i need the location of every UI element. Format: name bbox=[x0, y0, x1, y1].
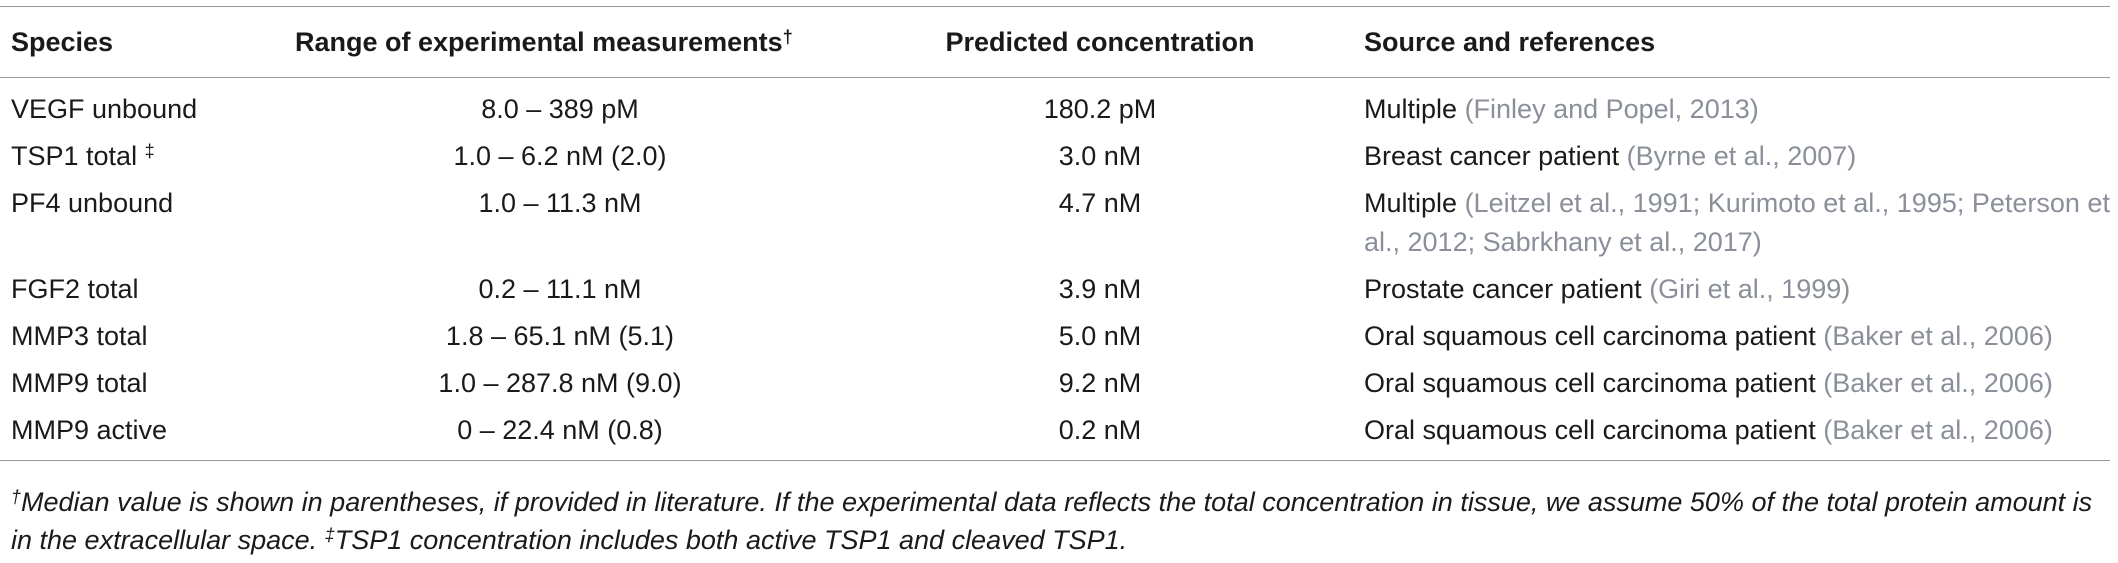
source-cell: Multiple (Finley and Popel, 2013) bbox=[1360, 78, 2110, 134]
source: Breast cancer patient bbox=[1364, 141, 1620, 171]
range: 1.0 – 6.2 nM (2.0) bbox=[453, 141, 667, 171]
footnote-text: Median value is shown in parentheses, if… bbox=[11, 487, 2093, 555]
source: Oral squamous cell carcinoma patient bbox=[1364, 415, 1816, 445]
table-body: VEGF unbound 8.0 – 389 pM 180.2 pM Multiple… bbox=[0, 78, 2110, 461]
predicted-cell: 180.2 pM bbox=[840, 78, 1360, 134]
source-cell: Oral squamous cell carcinoma patient (Ba… bbox=[1360, 360, 2110, 407]
source: Multiple bbox=[1364, 94, 1458, 124]
column-header-text: Predicted concentration bbox=[945, 26, 1255, 57]
table-row: VEGF unbound 8.0 – 389 pM 180.2 pM Multiple… bbox=[0, 78, 2110, 134]
range: 1.0 – 11.3 nM bbox=[478, 188, 642, 218]
table: Species Range of experimental measurement… bbox=[0, 6, 2110, 461]
species: FGF2 total bbox=[11, 274, 139, 304]
predicted-cell: 4.7 nM bbox=[840, 180, 1360, 266]
species-cell: VEGF unbound bbox=[0, 78, 280, 134]
references: (Giri et al., 1999) bbox=[1649, 274, 1851, 304]
species: VEGF unbound bbox=[11, 94, 198, 124]
table-row: TSP1 total ‡ 1.0 – 6.2 nM (2.0) 3.0 nM Brea… bbox=[0, 133, 2110, 180]
table-row: PF4 unbound 1.0 – 11.3 nM 4.7 nM Multiple (… bbox=[0, 180, 2110, 266]
predicted: 180.2 pM bbox=[1043, 94, 1157, 124]
references: (Baker et al., 2006) bbox=[1823, 321, 2053, 351]
footnote-mark: ‡ bbox=[324, 525, 335, 545]
column-header-text: Species bbox=[11, 26, 114, 57]
source: Multiple bbox=[1364, 188, 1458, 218]
source-cell: Breast cancer patient (Byrne et al., 200… bbox=[1360, 133, 2110, 180]
predicted: 3.9 nM bbox=[1058, 274, 1142, 304]
references: (Baker et al., 2006) bbox=[1823, 368, 2053, 398]
column-header: Source and references bbox=[1360, 6, 2110, 78]
references: (Leitzel et al., 1991; Kurimoto et al., … bbox=[1364, 188, 2110, 257]
predicted-cell: 5.0 nM bbox=[840, 313, 1360, 360]
predicted: 9.2 nM bbox=[1058, 368, 1142, 398]
range-cell: 0 – 22.4 nM (0.8) bbox=[280, 407, 840, 461]
range-cell: 1.0 – 11.3 nM bbox=[280, 180, 840, 266]
table-row: MMP9 total 1.0 – 287.8 nM (9.0) 9.2 nM Oral… bbox=[0, 360, 2110, 407]
species: MMP3 total bbox=[11, 321, 148, 351]
source-cell: Oral squamous cell carcinoma patient (Ba… bbox=[1360, 407, 2110, 461]
predicted: 4.7 nM bbox=[1058, 188, 1142, 218]
source-cell: Multiple (Leitzel et al., 1991; Kurimoto… bbox=[1360, 180, 2110, 266]
table-row: MMP3 total 1.8 – 65.1 nM (5.1) 5.0 nM Oral … bbox=[0, 313, 2110, 360]
range-cell: 1.8 – 65.1 nM (5.1) bbox=[280, 313, 840, 360]
range-cell: 1.0 – 6.2 nM (2.0) bbox=[280, 133, 840, 180]
source-cell: Prostate cancer patient (Giri et al., 19… bbox=[1360, 266, 2110, 313]
range: 8.0 – 389 pM bbox=[481, 94, 639, 124]
species-cell: PF4 unbound bbox=[0, 180, 280, 266]
range-cell: 0.2 – 11.1 nM bbox=[280, 266, 840, 313]
predicted-cell: 0.2 nM bbox=[840, 407, 1360, 461]
column-header: Species bbox=[0, 6, 280, 78]
range-cell: 1.0 – 287.8 nM (9.0) bbox=[280, 360, 840, 407]
table-row: FGF2 total 0.2 – 11.1 nM 3.9 nM Prostate ca… bbox=[0, 266, 2110, 313]
column-header: Predicted concentration bbox=[840, 6, 1360, 78]
column-header-text: Range of experimental measurements bbox=[295, 26, 783, 57]
species-cell: MMP3 total bbox=[0, 313, 280, 360]
species: PF4 unbound bbox=[11, 188, 174, 218]
source: Prostate cancer patient bbox=[1364, 274, 1642, 304]
footnote-text: TSP1 concentration includes both active … bbox=[334, 525, 1128, 555]
source-cell: Oral squamous cell carcinoma patient (Ba… bbox=[1360, 313, 2110, 360]
references: (Finley and Popel, 2013) bbox=[1464, 94, 1759, 124]
predicted-cell: 3.0 nM bbox=[840, 133, 1360, 180]
species-cell: MMP9 active bbox=[0, 407, 280, 461]
footnote-mark: ‡ bbox=[144, 141, 155, 161]
species: MMP9 active bbox=[11, 415, 168, 445]
footnote-mark: † bbox=[782, 26, 793, 47]
range: 0.2 – 11.1 nM bbox=[478, 274, 642, 304]
species-cell: FGF2 total bbox=[0, 266, 280, 313]
species: MMP9 total bbox=[11, 368, 148, 398]
column-header: Range of experimental measurements† bbox=[280, 6, 840, 78]
species: TSP1 total bbox=[11, 141, 138, 171]
source: Oral squamous cell carcinoma patient bbox=[1364, 321, 1816, 351]
footnote-mark: † bbox=[11, 487, 22, 507]
range-cell: 8.0 – 389 pM bbox=[280, 78, 840, 134]
predicted-cell: 9.2 nM bbox=[840, 360, 1360, 407]
predicted: 0.2 nM bbox=[1058, 415, 1142, 445]
table-row: MMP9 active 0 – 22.4 nM (0.8) 0.2 nM Oral s… bbox=[0, 407, 2110, 461]
predicted-cell: 3.9 nM bbox=[840, 266, 1360, 313]
footnote: †Median value is shown in parentheses, i… bbox=[11, 483, 2106, 559]
species-cell: TSP1 total ‡ bbox=[0, 133, 280, 180]
predicted: 3.0 nM bbox=[1058, 141, 1142, 171]
references: (Byrne et al., 2007) bbox=[1626, 141, 1857, 171]
references: (Baker et al., 2006) bbox=[1823, 415, 2053, 445]
predicted: 5.0 nM bbox=[1058, 321, 1142, 351]
header-row: Species Range of experimental measurement… bbox=[0, 6, 2110, 78]
species-cell: MMP9 total bbox=[0, 360, 280, 407]
range: 1.8 – 65.1 nM (5.1) bbox=[445, 321, 675, 351]
source: Oral squamous cell carcinoma patient bbox=[1364, 368, 1816, 398]
column-header-text: Source and references bbox=[1364, 26, 1656, 57]
range: 0 – 22.4 nM (0.8) bbox=[457, 415, 663, 445]
range: 1.0 – 287.8 nM (9.0) bbox=[438, 368, 682, 398]
